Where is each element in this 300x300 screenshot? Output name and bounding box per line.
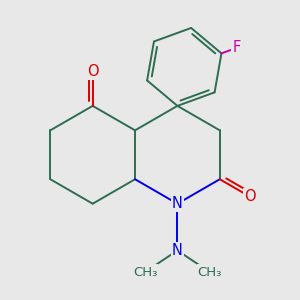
Text: CH₃: CH₃ bbox=[133, 266, 157, 278]
Text: O: O bbox=[87, 64, 98, 79]
Text: N: N bbox=[172, 196, 183, 211]
Text: F: F bbox=[232, 40, 241, 56]
Text: N: N bbox=[172, 243, 183, 258]
Text: CH₃: CH₃ bbox=[198, 266, 222, 278]
Text: O: O bbox=[244, 189, 256, 204]
